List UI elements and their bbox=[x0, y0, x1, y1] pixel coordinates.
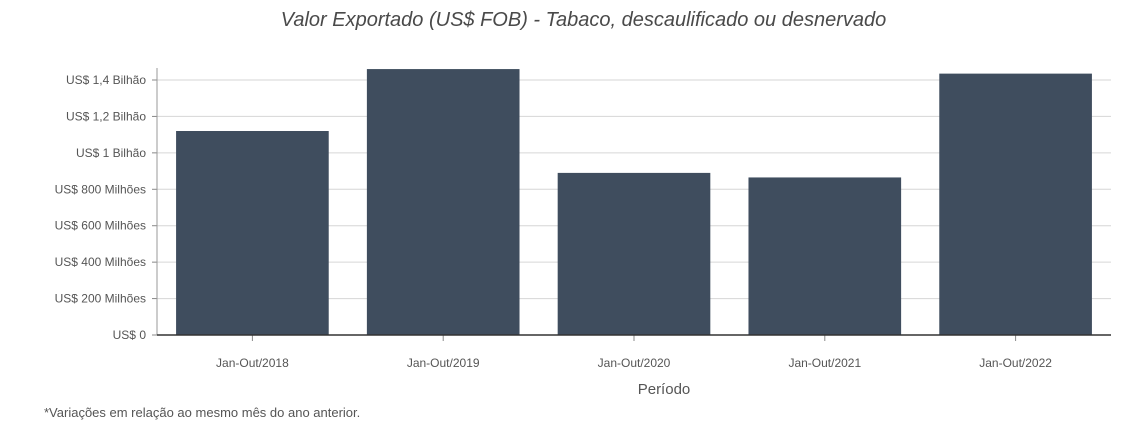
y-tick-label: US$ 800 Milhões bbox=[55, 182, 146, 196]
y-tick-label: US$ 1 Bilhão bbox=[76, 146, 146, 160]
x-tick-label: Jan-Out/2018 bbox=[216, 356, 289, 370]
chart-title: Valor Exportado (US$ FOB) - Tabaco, desc… bbox=[280, 9, 887, 31]
bar bbox=[557, 172, 711, 335]
y-tick-label: US$ 0 bbox=[113, 328, 147, 342]
bar bbox=[748, 177, 902, 335]
x-tick-label: Jan-Out/2022 bbox=[979, 356, 1052, 370]
y-tick-label: US$ 400 Milhões bbox=[55, 255, 146, 269]
y-tick-label: US$ 1,4 Bilhão bbox=[66, 73, 146, 87]
y-tick-label: US$ 600 Milhões bbox=[55, 219, 146, 233]
x-tick-label: Jan-Out/2021 bbox=[788, 356, 861, 370]
bar bbox=[366, 69, 520, 336]
y-tick-label: US$ 200 Milhões bbox=[55, 292, 146, 306]
y-tick-label: US$ 1,2 Bilhão bbox=[66, 109, 146, 123]
footnote: *Variações em relação ao mesmo mês do an… bbox=[44, 405, 361, 420]
bar bbox=[939, 73, 1092, 335]
x-tick-label: Jan-Out/2020 bbox=[598, 356, 671, 370]
x-tick-label: Jan-Out/2019 bbox=[407, 356, 480, 370]
x-axis-title: Período bbox=[638, 381, 691, 398]
bar bbox=[176, 131, 329, 335]
